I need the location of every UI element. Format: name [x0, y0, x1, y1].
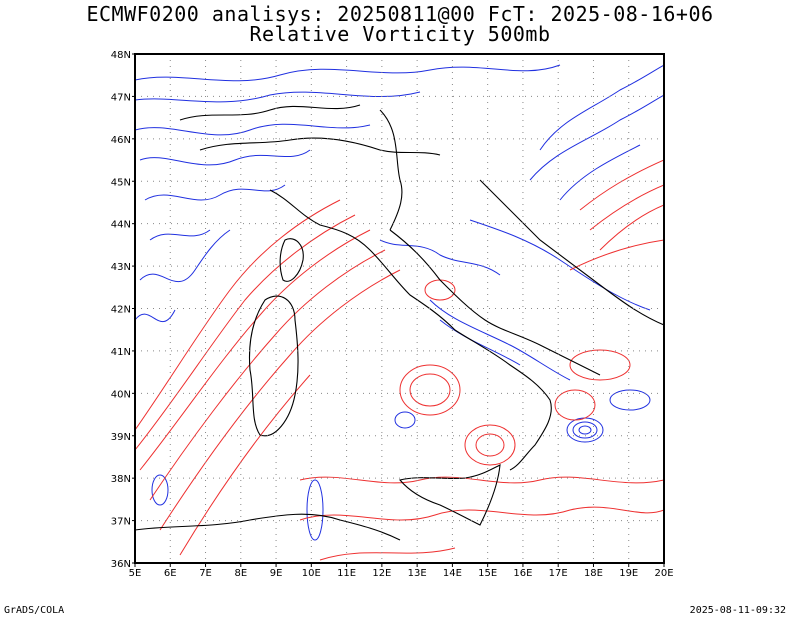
lat-label-36N: 36N	[111, 559, 131, 570]
lat-label-41N: 41N	[111, 347, 131, 358]
lat-label-40N: 40N	[111, 389, 131, 400]
lat-label-46N: 46N	[111, 135, 131, 146]
lon-label-15E: 15E	[478, 568, 497, 579]
positive-vorticity-contours	[135, 159, 664, 561]
lat-label-43N: 43N	[111, 262, 131, 273]
lon-label-12E: 12E	[372, 568, 391, 579]
lat-label-44N: 44N	[111, 220, 131, 231]
lat-label-48N: 48N	[111, 50, 131, 61]
lon-label-14E: 14E	[443, 568, 462, 579]
lon-label-18E: 18E	[584, 568, 603, 579]
chart-title-line1: ECMWF0200 analisys: 20250811@00 FcT: 202…	[86, 2, 714, 26]
footer-credit: GrADS/COLA	[4, 605, 65, 616]
lon-label-9E: 9E	[270, 568, 283, 579]
contour-field	[135, 64, 664, 561]
lon-label-8E: 8E	[234, 568, 247, 579]
longitude-labels: 5E 6E 7E 8E 9E 10E 11E 12E 13E 14E 15E 16E 17E 18E 19E…	[129, 563, 674, 579]
lat-label-47N: 47N	[111, 92, 131, 103]
lon-label-7E: 7E	[199, 568, 212, 579]
lon-label-19E: 19E	[619, 568, 638, 579]
graticule	[135, 54, 664, 563]
lat-label-45N: 45N	[111, 177, 131, 188]
footer-timestamp: 2025-08-11-09:32	[689, 605, 786, 616]
lon-label-5E: 5E	[129, 568, 142, 579]
lat-label-39N: 39N	[111, 432, 131, 443]
lat-label-37N: 37N	[111, 517, 131, 528]
lat-label-38N: 38N	[111, 474, 131, 485]
chart-title-line2: Relative Vorticity 500mb	[249, 22, 551, 46]
latitude-labels: 48N 47N 46N 45N 44N 43N 42N 41N 40N 39N 38N 37N 36N	[111, 50, 135, 570]
lat-label-42N: 42N	[111, 305, 131, 316]
coastline	[135, 104, 664, 541]
lon-label-10E: 10E	[302, 568, 321, 579]
lon-label-20E: 20E	[654, 568, 673, 579]
lon-label-13E: 13E	[408, 568, 427, 579]
lon-label-6E: 6E	[164, 568, 177, 579]
negative-vorticity-contours	[135, 64, 664, 541]
lon-label-17E: 17E	[549, 568, 568, 579]
lon-label-11E: 11E	[337, 568, 356, 579]
lon-label-16E: 16E	[513, 568, 532, 579]
